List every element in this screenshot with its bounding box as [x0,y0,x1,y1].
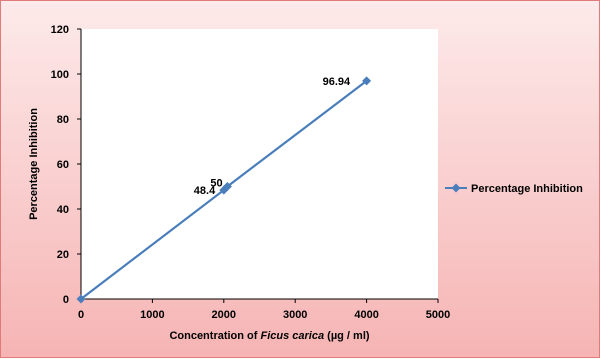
legend-label: Percentage Inhibition [471,183,583,195]
y-tick-label: 100 [51,69,69,81]
y-axis-title: Percentage Inhibition [28,108,40,220]
y-tick-label: 20 [57,249,69,261]
data-point [222,182,232,191]
x-tick-label: 1000 [140,309,164,321]
y-tick-label: 120 [51,24,69,36]
data-point [362,76,372,86]
x-axis-title-prefix: Concentration of [169,330,260,342]
x-axis-title-suffix: (µg / ml) [324,330,370,342]
x-tick-label: 4000 [354,309,378,321]
x-axis-title-italic: Ficus carica [261,330,325,342]
x-tick-label: 0 [78,309,84,321]
x-axis-title: Concentration of Ficus carica (µg / ml) [169,330,369,342]
x-tick-label: 2000 [212,309,236,321]
x-tick-label: 3000 [283,309,307,321]
data-label: 50 [210,178,222,190]
y-tick-label: 0 [63,294,69,306]
legend-marker [451,183,461,193]
y-tick-label: 80 [57,114,69,126]
legend: Percentage Inhibition [445,183,583,195]
y-tick-label: 60 [57,159,69,171]
data-label: 48.4 [194,185,216,197]
y-tick-label: 40 [57,204,69,216]
x-tick-label: 5000 [426,309,450,321]
data-point [76,294,86,304]
data-label: 96.94 [323,76,351,88]
